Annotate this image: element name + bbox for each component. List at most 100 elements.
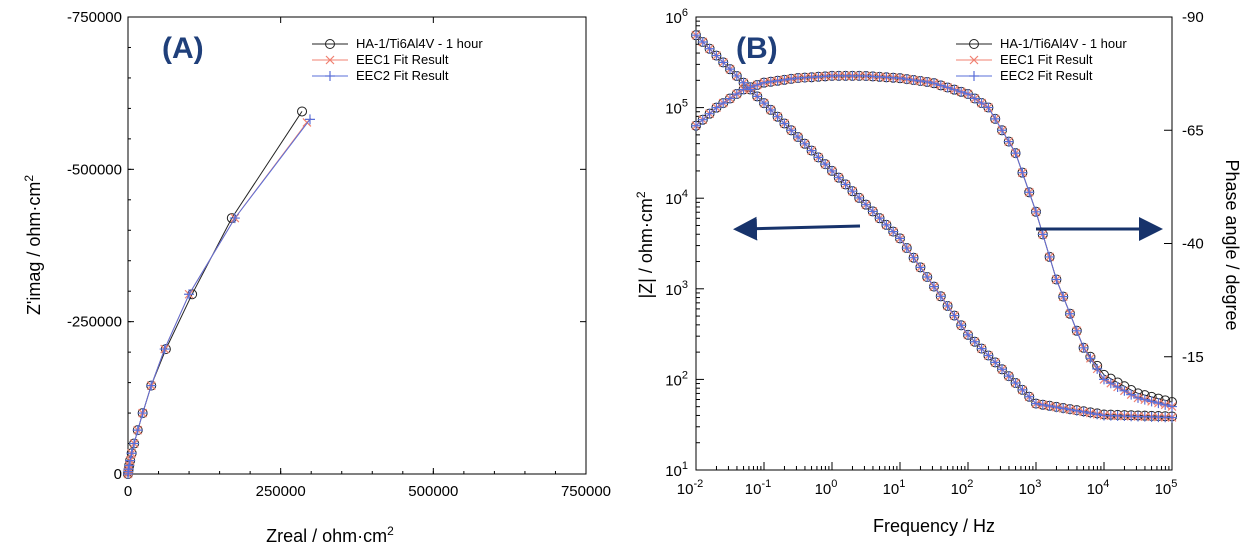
x-tick-label: 10-1 [745, 478, 771, 498]
data-point [854, 192, 865, 203]
plus-marker [1031, 398, 1041, 409]
data-point [867, 206, 878, 217]
data-point [718, 98, 729, 109]
plus-marker [908, 75, 919, 86]
plus-marker [969, 336, 980, 347]
data-point [1031, 206, 1041, 217]
panel-a-series [123, 106, 315, 479]
data-point [1167, 412, 1177, 423]
plus-marker [1153, 398, 1164, 409]
phase-eec1_fit [691, 71, 1177, 412]
y-tick-label: 104 [665, 188, 688, 208]
plus-marker [963, 329, 973, 340]
panel-b-y2-axis-label: Phase angle / degree [1222, 159, 1241, 330]
plus-marker [793, 132, 803, 143]
data-point [1139, 394, 1150, 405]
x-tick-label: 500000 [408, 483, 458, 500]
data-point [772, 75, 783, 86]
plus-marker [922, 76, 933, 87]
plus-marker [159, 344, 170, 355]
plus-marker [738, 84, 749, 95]
plus-marker [956, 86, 967, 97]
data-point [1092, 409, 1103, 420]
data-point [752, 91, 763, 102]
circle-marker [297, 106, 308, 117]
data-point [915, 262, 926, 273]
series-plus [123, 114, 315, 479]
data-point [1024, 391, 1035, 402]
data-point [146, 380, 157, 391]
plus-marker [901, 74, 912, 85]
y-tick-label: 101 [665, 460, 688, 480]
data-point [697, 114, 708, 125]
data-point [895, 233, 905, 244]
plus-marker [1112, 381, 1123, 392]
data-point [1085, 353, 1096, 364]
plus-marker [861, 199, 871, 210]
plus-marker [990, 357, 1001, 368]
plus-marker [697, 114, 708, 125]
data-point [1167, 401, 1177, 412]
y-tick-label: 0 [114, 466, 122, 483]
plus-marker [806, 145, 817, 156]
plus-marker [1085, 408, 1096, 419]
data-point [1003, 371, 1014, 382]
plus-marker [983, 350, 994, 361]
y-tick-label: -750000 [67, 9, 122, 26]
data-point [806, 145, 817, 156]
plus-marker [1092, 409, 1103, 420]
panel-a-legend-entry: EEC2 Fit Result [312, 68, 449, 83]
data-point [1037, 229, 1048, 240]
data-point [297, 106, 308, 117]
plus-marker [786, 125, 797, 136]
plus-marker [1167, 401, 1177, 412]
plus-marker [901, 243, 912, 254]
data-point [718, 57, 729, 68]
plus-marker [1044, 401, 1055, 412]
plus-marker [1017, 167, 1028, 178]
plus-marker [1078, 406, 1089, 417]
plus-marker [229, 213, 240, 224]
plus-marker [146, 380, 157, 391]
data-point [1058, 291, 1069, 302]
data-point [922, 76, 933, 87]
plus-marker [1071, 405, 1082, 416]
data-point [813, 152, 824, 163]
legend-label: EEC1 Fit Result [1000, 52, 1093, 67]
circle-marker [325, 39, 335, 49]
plus-marker [1119, 385, 1130, 396]
phase-line [695, 75, 1173, 408]
x-tick-label: 103 [1019, 478, 1042, 498]
data-point [1065, 308, 1075, 319]
phase-eec2_fit [691, 70, 1177, 412]
plus-marker [1044, 251, 1055, 262]
plus-marker [976, 98, 987, 109]
data-point [935, 291, 946, 302]
legend-marker [969, 39, 979, 49]
plus-marker [779, 74, 790, 85]
plus-marker [1058, 291, 1069, 302]
data-point [745, 82, 756, 93]
data-point [929, 281, 939, 292]
circle-marker [969, 39, 979, 49]
plus-marker [725, 64, 735, 75]
plus-marker [125, 455, 136, 466]
y2-tick-label: -15 [1182, 349, 1204, 366]
data-point [1099, 374, 1109, 385]
impedance-line [695, 34, 1173, 417]
plus-marker [779, 118, 790, 129]
data-point [765, 104, 776, 115]
plus-marker [772, 111, 783, 122]
plus-marker [820, 159, 831, 170]
plus-marker [1031, 206, 1041, 217]
plus-marker [969, 71, 979, 81]
plus-marker [983, 102, 994, 113]
data-point [969, 336, 980, 347]
plus-marker [1065, 308, 1075, 319]
x-tick-label: 750000 [561, 483, 611, 500]
data-point [1112, 381, 1123, 392]
legend-label: EEC1 Fit Result [356, 52, 449, 67]
data-point [1044, 251, 1055, 262]
data-point [935, 80, 946, 91]
data-point [1146, 396, 1157, 407]
